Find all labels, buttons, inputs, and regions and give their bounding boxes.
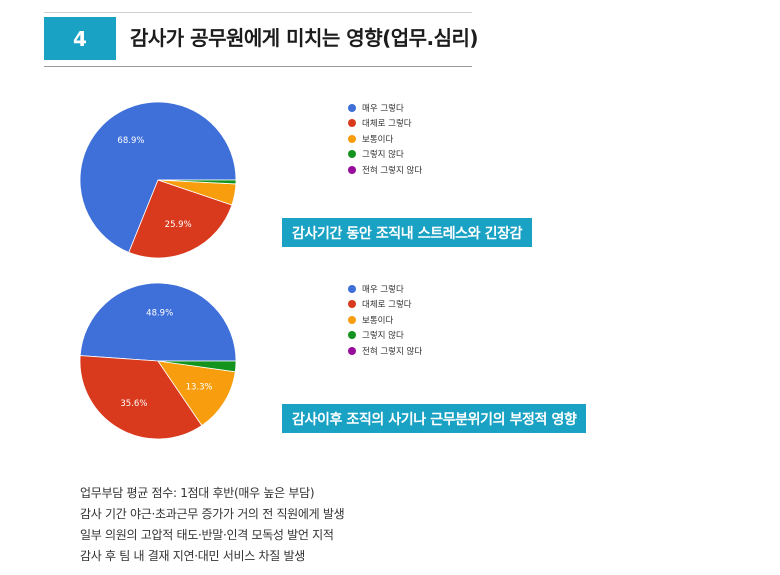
- legend-label: 매우 그렇다: [362, 284, 404, 295]
- pie-slice-0: [79, 101, 237, 253]
- legend-swatch: [348, 103, 356, 112]
- pie-slice-0: [79, 282, 237, 362]
- legend-label: 전혀 그렇지 않다: [362, 346, 423, 357]
- legend-item: 보통이다: [348, 131, 422, 147]
- legend-label: 매우 그렇다: [362, 103, 404, 114]
- legend-item: 그렇지 않다: [348, 328, 422, 344]
- legend-item: 전혀 그렇지 않다: [348, 343, 422, 359]
- legend-swatch: [348, 134, 356, 143]
- pie-data-label: 68.9%: [117, 136, 144, 146]
- legend-label: 보통이다: [362, 315, 394, 326]
- pie-slice-1: [128, 179, 233, 259]
- summary-list: 업무부담 평균 점수: 1점대 후반(매우 높은 부담) 감사 기간 야근·초과…: [80, 483, 345, 567]
- legend-label: 그렇지 않다: [362, 331, 404, 342]
- legend-swatch: [348, 331, 356, 340]
- legend-item: 대체로 그렇다: [348, 297, 422, 313]
- summary-line: 감사 후 팀 내 결재 지연·대민 서비스 차질 발생: [80, 549, 305, 563]
- legend-label: 대체로 그렇다: [362, 119, 412, 130]
- legend-item: 대체로 그렇다: [348, 116, 422, 132]
- legend-item: 보통이다: [348, 312, 422, 328]
- pie-data-label: 13.3%: [186, 383, 213, 393]
- summary-line: 일부 의원의 고압적 태도·반말·인격 모독성 발언 지적: [80, 528, 334, 542]
- legend-swatch: [348, 150, 356, 159]
- pie-data-label: 25.9%: [165, 220, 192, 230]
- page-title: 감사가 공무원에게 미치는 영향(업무.심리): [130, 26, 479, 50]
- legend-swatch: [348, 165, 356, 174]
- legend-swatch: [348, 119, 356, 128]
- legend-item: 매우 그렇다: [348, 281, 422, 297]
- pie-slice-1: [79, 355, 203, 440]
- legend-label: 그렇지 않다: [362, 150, 404, 161]
- legend-label: 대체로 그렇다: [362, 300, 412, 311]
- pie-data-label: 35.6%: [120, 399, 147, 409]
- pie-chart-morale: 48.9% 35.6% 13.3%: [79, 282, 237, 440]
- legend-swatch: [348, 346, 356, 355]
- pie-chart-stress: 68.9% 25.9%: [79, 101, 237, 259]
- header-top-rule: [44, 12, 472, 13]
- pie-slice-3: [157, 360, 237, 373]
- summary-line: 감사 기간 야근·초과근무 증가가 거의 전 직원에게 발생: [80, 507, 345, 521]
- pie-slice-2: [157, 360, 236, 427]
- legend-swatch: [348, 300, 356, 309]
- legend-item: 그렇지 않다: [348, 147, 422, 163]
- legend-label: 보통이다: [362, 134, 394, 145]
- summary-line: 업무부담 평균 점수: 1점대 후반(매우 높은 부담): [80, 486, 315, 500]
- section-number: 4: [44, 17, 116, 60]
- callout-stress: 감사기간 동안 조직내 스트레스와 긴장감: [282, 218, 533, 247]
- pie-data-label: 48.9%: [146, 309, 173, 319]
- callout-morale: 감사이후 조직의 사기나 근무분위기의 부정적 영향: [282, 404, 587, 433]
- legend-swatch: [348, 315, 356, 324]
- legend-label: 전혀 그렇지 않다: [362, 165, 423, 176]
- legend-item: 매우 그렇다: [348, 100, 422, 116]
- pie-slice-3: [157, 179, 237, 185]
- legend-swatch: [348, 284, 356, 293]
- header-rule: [44, 66, 472, 67]
- legend-item: 전혀 그렇지 않다: [348, 162, 422, 178]
